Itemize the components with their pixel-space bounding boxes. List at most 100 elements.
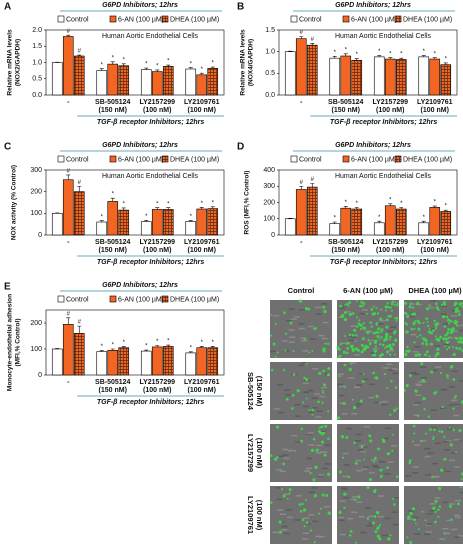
cell-dot bbox=[443, 303, 447, 307]
texture bbox=[288, 308, 295, 310]
cell-dot bbox=[416, 302, 419, 306]
bar bbox=[73, 333, 85, 376]
texture bbox=[451, 370, 458, 373]
texture bbox=[351, 511, 358, 514]
texture bbox=[381, 403, 388, 406]
texture bbox=[457, 535, 463, 537]
texture bbox=[307, 389, 314, 392]
cell-dot bbox=[440, 303, 444, 306]
cell-dot bbox=[453, 303, 457, 307]
texture bbox=[378, 495, 385, 497]
y-tick-label: 0 bbox=[38, 372, 42, 379]
texture bbox=[302, 350, 309, 352]
header: G6PD Inhibitors; 12hrs bbox=[335, 142, 411, 149]
y-tick-label: 100 bbox=[30, 346, 42, 353]
annotation: Human Aortic Endothelial Cells bbox=[335, 33, 432, 40]
cell-dot bbox=[352, 405, 357, 410]
texture bbox=[412, 472, 419, 474]
error-bar bbox=[188, 351, 193, 353]
significance-marker: * bbox=[400, 52, 403, 58]
error-bar bbox=[210, 346, 215, 348]
cell-dot bbox=[432, 437, 435, 440]
x-tick-sublabel: (100 nM) bbox=[421, 247, 449, 254]
cell-dot bbox=[450, 365, 454, 368]
texture bbox=[315, 416, 322, 418]
y-axis-label: NOX activity (% Control) bbox=[11, 165, 18, 240]
texture bbox=[359, 372, 366, 375]
texture bbox=[451, 315, 458, 317]
cell-dot bbox=[435, 322, 439, 326]
cell-dot bbox=[435, 352, 440, 356]
cell-dot bbox=[448, 504, 452, 508]
column-label: 6-AN (100 µM) bbox=[343, 286, 393, 295]
texture bbox=[270, 350, 277, 353]
cell-dot bbox=[276, 351, 279, 354]
cell-dot bbox=[452, 429, 455, 432]
texture bbox=[289, 336, 296, 339]
texture bbox=[285, 320, 292, 322]
x-tick-label: SB-505124 bbox=[95, 239, 131, 246]
cell-dot bbox=[431, 475, 434, 479]
legend-swatch bbox=[394, 15, 402, 23]
y-axis-label: Relative mRNA levels bbox=[240, 29, 247, 96]
texture bbox=[357, 449, 364, 451]
texture bbox=[458, 380, 463, 382]
cell-dot bbox=[270, 334, 273, 337]
texture bbox=[281, 448, 288, 451]
cell-dot bbox=[408, 459, 412, 463]
error-bar bbox=[199, 206, 204, 209]
bar bbox=[118, 347, 130, 376]
cell-dot bbox=[320, 425, 324, 429]
cell-dot bbox=[374, 342, 377, 345]
texture bbox=[308, 491, 315, 494]
cell-dot bbox=[343, 492, 347, 496]
cell-dot bbox=[414, 353, 418, 357]
cell-dot bbox=[437, 486, 442, 491]
texture bbox=[459, 329, 463, 332]
panel-letter: C bbox=[4, 142, 11, 153]
significance-marker: * bbox=[201, 340, 204, 346]
cell-dot bbox=[404, 312, 408, 315]
x-tick-label: - bbox=[67, 99, 70, 106]
cell-dot bbox=[409, 541, 413, 545]
texture bbox=[412, 403, 419, 406]
cell-dot bbox=[270, 313, 273, 316]
cell-dot bbox=[343, 506, 346, 509]
cell-dot bbox=[317, 429, 321, 433]
texture bbox=[435, 366, 442, 368]
cell-dot bbox=[441, 405, 444, 409]
texture bbox=[318, 536, 325, 538]
y-tick-label: 300 bbox=[263, 183, 275, 190]
bar bbox=[373, 222, 385, 236]
y-tick-label: 100 bbox=[263, 216, 275, 223]
texture bbox=[278, 455, 285, 457]
texture bbox=[406, 518, 413, 520]
cell-dot bbox=[364, 345, 368, 350]
cell-dot bbox=[291, 407, 294, 410]
significance-marker: * bbox=[201, 67, 204, 73]
cell-dot bbox=[427, 415, 431, 418]
cell-dot bbox=[362, 326, 366, 330]
y-tick-label: 0.5 bbox=[32, 76, 42, 83]
texture bbox=[434, 497, 441, 499]
texture bbox=[384, 517, 391, 520]
cell-dot bbox=[371, 521, 375, 525]
texture bbox=[314, 393, 321, 395]
texture bbox=[348, 335, 355, 337]
significance-marker: * bbox=[167, 201, 170, 207]
cell-dot bbox=[396, 303, 399, 307]
texture bbox=[342, 475, 349, 478]
panel-letter: A bbox=[4, 2, 11, 13]
legend-label: 6-AN (100 µM) bbox=[118, 156, 164, 163]
texture bbox=[382, 367, 389, 369]
texture bbox=[454, 403, 461, 405]
texture bbox=[290, 318, 297, 320]
texture bbox=[283, 493, 290, 496]
bar bbox=[51, 348, 63, 376]
cell-dot bbox=[437, 509, 439, 511]
cell-dot bbox=[272, 342, 276, 346]
cell-dot bbox=[389, 353, 392, 356]
cell-dot bbox=[354, 461, 358, 465]
error-bar bbox=[432, 57, 437, 60]
texture bbox=[320, 303, 327, 305]
